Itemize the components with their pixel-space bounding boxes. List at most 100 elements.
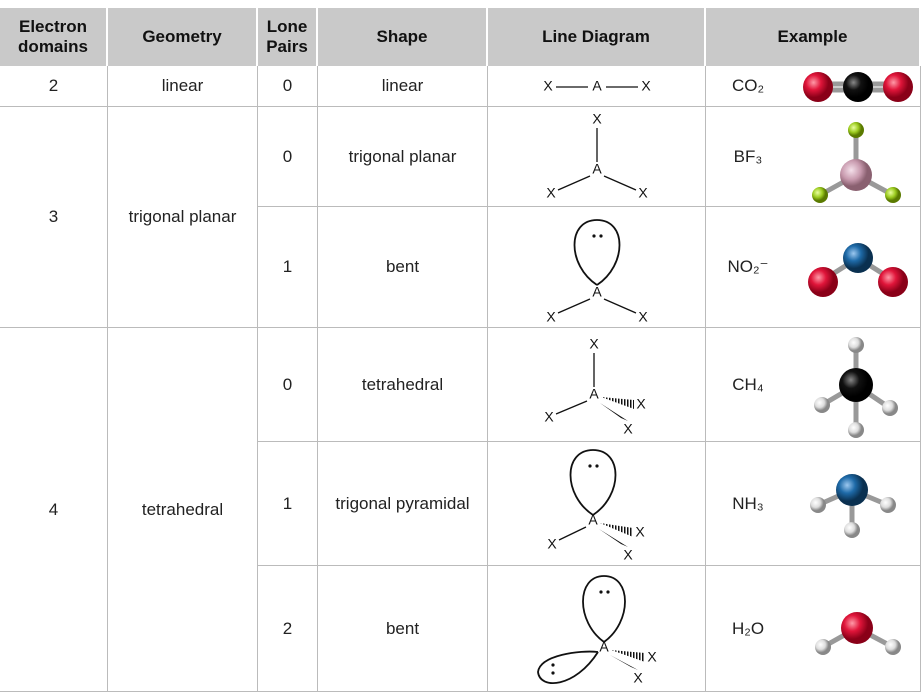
lone-pairs-cell: 0 <box>258 107 318 207</box>
dot <box>551 663 555 667</box>
dot <box>606 590 610 594</box>
lone-pairs-cell: 1 <box>258 442 318 566</box>
formula: NO₂⁻ <box>727 257 769 276</box>
lone-pair <box>582 575 626 643</box>
atom-ball <box>839 368 873 402</box>
atom-label: A <box>592 78 602 94</box>
hashed-bond <box>600 523 633 537</box>
dot <box>595 464 599 468</box>
shape-cell: tetrahedral <box>318 328 488 442</box>
atom-ball <box>848 122 864 138</box>
wedge-bond <box>600 403 628 421</box>
atom-label: X <box>647 649 657 665</box>
atom-ball <box>810 497 826 513</box>
atom-label: X <box>635 524 645 540</box>
atom-label: A <box>588 512 598 528</box>
bond-line <box>603 298 637 314</box>
lone-pair <box>537 650 599 684</box>
diagram-cell <box>488 66 706 107</box>
shape-cell: bent <box>318 207 488 328</box>
header-cell: Line Diagram <box>488 8 706 66</box>
atom-label: X <box>636 396 646 412</box>
bond-line <box>558 526 587 541</box>
shape-cell: trigonal pyramidal <box>318 442 488 566</box>
atom-label: A <box>592 161 602 177</box>
formula: NH₃ <box>732 493 764 513</box>
atom-label: X <box>623 547 633 563</box>
wedge-bond <box>610 655 638 670</box>
dot <box>551 671 555 675</box>
dot <box>588 464 592 468</box>
atom-label: X <box>544 409 554 425</box>
hashed-bond <box>611 650 645 662</box>
atom-label: X <box>547 536 557 552</box>
dot <box>599 590 603 594</box>
lone-pair <box>573 219 621 286</box>
atom-ball <box>812 187 828 203</box>
header-cell: Geometry <box>108 8 258 66</box>
bond-line <box>557 175 591 191</box>
lone-pairs-cell: 0 <box>258 328 318 442</box>
dot <box>592 234 596 238</box>
atom-label: X <box>638 185 648 201</box>
hashed-bond <box>601 397 634 409</box>
atom-label: X <box>546 309 556 325</box>
shape-cell: trigonal planar <box>318 107 488 207</box>
bond-line <box>603 175 637 191</box>
atom-label: X <box>589 336 599 352</box>
header-cell: Electron domains <box>0 8 108 66</box>
atom-label: X <box>638 309 648 325</box>
shape-cell: linear <box>318 66 488 107</box>
domains-cell: 3 <box>0 107 108 328</box>
domains-cell: 2 <box>0 66 108 107</box>
diagram-cell <box>488 107 706 207</box>
formula: CH₄ <box>732 374 764 394</box>
diagram-cell <box>488 442 706 566</box>
diagram-cell <box>488 328 706 442</box>
lone-pairs-cell: 0 <box>258 66 318 107</box>
atom-label: X <box>546 185 556 201</box>
geometry-cell: trigonal planar <box>108 107 258 328</box>
atom-label: A <box>592 284 602 300</box>
atom-ball <box>885 187 901 203</box>
bond-line <box>557 298 591 314</box>
atom-label: X <box>543 78 553 94</box>
atom-label: X <box>641 78 651 94</box>
dot <box>599 234 603 238</box>
lone-pair <box>569 449 617 516</box>
wedge-bond <box>599 529 628 547</box>
atom-ball <box>885 639 901 655</box>
atom-label: X <box>623 421 633 437</box>
atom-ball <box>880 497 896 513</box>
atom-label: A <box>589 386 599 402</box>
atom-label: A <box>599 639 609 655</box>
atom-ball <box>878 267 908 297</box>
atom-ball <box>848 337 864 353</box>
atom-label: X <box>633 670 643 686</box>
geometry-cell: linear <box>108 66 258 107</box>
atom-ball <box>814 397 830 413</box>
header-cell: Shape <box>318 8 488 66</box>
diagram-cell <box>488 207 706 328</box>
atom-ball <box>836 474 868 506</box>
atom-ball <box>844 522 860 538</box>
atom-ball <box>808 267 838 297</box>
atom-ball <box>840 159 872 191</box>
formula: CO₂ <box>731 76 765 95</box>
atom-ball <box>883 72 913 102</box>
lone-pairs-cell: 1 <box>258 207 318 328</box>
formula: H₂O <box>731 618 765 638</box>
bond-line <box>555 400 588 415</box>
header-cell: Example <box>706 8 921 66</box>
formula: BF₃ <box>733 146 763 166</box>
atom-ball <box>841 612 873 644</box>
atom-ball <box>815 639 831 655</box>
header-cell: Lone Pairs <box>258 8 318 66</box>
atom-ball <box>882 400 898 416</box>
atom-label: X <box>592 111 602 127</box>
atom-ball <box>803 72 833 102</box>
atom-ball <box>848 422 864 438</box>
atom-ball <box>843 243 873 273</box>
